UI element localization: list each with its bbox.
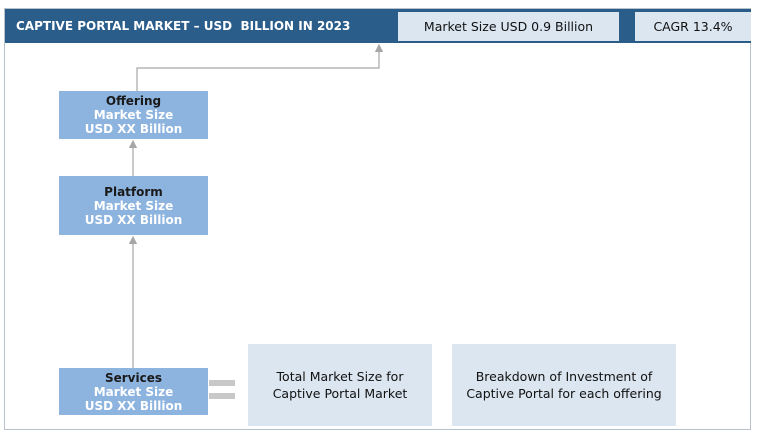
services-value: USD XX Billion (84, 398, 183, 413)
services-label: Services (104, 370, 163, 385)
platform-value: USD XX Billion (84, 212, 183, 227)
market-size-badge: Market Size USD 0.9 Billion (398, 12, 619, 41)
offering-box: Offering Market Size USD XX Billion (59, 91, 208, 139)
platform-size-label: Market Size (93, 198, 174, 213)
connector-offering-to-total (136, 43, 384, 91)
equals-icon (209, 378, 235, 402)
offering-value: USD XX Billion (84, 122, 183, 136)
page-title: CAPTIVE PORTAL MARKET – USD BILLION IN 2… (16, 19, 351, 33)
total-market-card: Total Market Size for Captive Portal Mar… (248, 344, 432, 426)
platform-label: Platform (104, 184, 163, 199)
breakdown-card: Breakdown of Investment of Captive Porta… (452, 344, 676, 426)
services-size-label: Market Size (93, 384, 174, 399)
services-box: Services Market Size USD XX Billion (59, 368, 208, 415)
header-bar (5, 9, 751, 43)
offering-label: Offering (105, 94, 162, 108)
offering-size-label: Market Size (93, 108, 174, 122)
cagr-badge: CAGR 13.4% (635, 12, 751, 41)
platform-box: Platform Market Size USD XX Billion (59, 176, 208, 235)
